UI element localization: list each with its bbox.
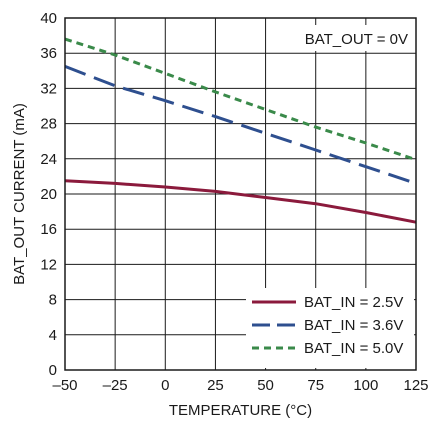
series-line: [64, 65, 417, 185]
y-tick-label: 40: [40, 10, 57, 27]
x-tick-label: 75: [307, 377, 324, 394]
legend: BAT_IN = 2.5V BAT_IN = 3.6V BAT_IN = 5.0V: [246, 288, 414, 368]
legend-entry-label: BAT_IN = 5.0V: [304, 340, 403, 357]
plot-frame: [64, 17, 417, 371]
series-lines: [64, 37, 417, 224]
y-tick-label: 12: [40, 256, 57, 273]
y-tick-label: 24: [40, 151, 57, 168]
x-tick-label: 0: [161, 377, 169, 394]
legend-entry-label: BAT_IN = 2.5V: [304, 294, 403, 311]
x-tick-label: 125: [403, 377, 428, 394]
y-tick-label: 28: [40, 116, 57, 133]
y-tick-label: 16: [40, 221, 57, 238]
x-axis-label: TEMPERATURE (°C): [169, 402, 312, 419]
y-axis-ticks: 0 4 8 12 16 20 24 28 32 36 40: [40, 10, 57, 379]
annotation-label: BAT_OUT = 0V: [305, 31, 408, 48]
y-tick-label: 20: [40, 186, 57, 203]
y-axis-label: BAT_OUT CURRENT (mA): [11, 103, 28, 285]
annotation-background: [296, 25, 414, 51]
y-tick-label: 8: [49, 292, 57, 309]
y-tick-label: 32: [40, 80, 57, 97]
x-axis-ticks: –50 –25 0 25 50 75 100 125: [52, 377, 428, 394]
y-tick-label: 0: [49, 362, 57, 379]
series-line: [64, 179, 417, 224]
y-tick-label: 36: [40, 45, 57, 62]
series-line: [64, 37, 417, 162]
x-tick-label: –50: [52, 377, 77, 394]
x-tick-label: 25: [207, 377, 224, 394]
x-tick-label: 50: [257, 377, 274, 394]
x-tick-label: 100: [353, 377, 378, 394]
y-tick-label: 4: [49, 327, 57, 344]
legend-entry-label: BAT_IN = 3.6V: [304, 317, 403, 334]
x-tick-label: –25: [103, 377, 128, 394]
